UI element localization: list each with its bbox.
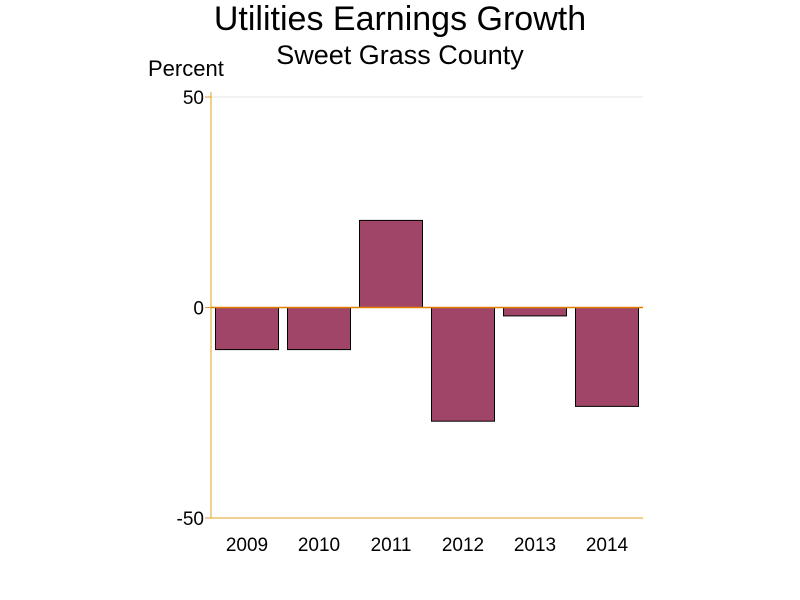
bar-2012	[431, 307, 495, 422]
bar-2009	[215, 307, 279, 351]
x-tick-label-2012: 2012	[442, 535, 484, 556]
bars	[215, 219, 639, 422]
bar-2014	[575, 307, 639, 407]
y-ticks: -50 0 50	[177, 88, 211, 530]
bar-2011	[359, 219, 423, 308]
x-tick-label-2014: 2014	[586, 535, 629, 556]
bar-2010	[287, 307, 351, 351]
y-tick-label: 0	[193, 299, 204, 320]
x-tick-label-2009: 2009	[226, 535, 268, 556]
x-tick-label-2011: 2011	[371, 535, 412, 556]
y-tick-label: -50	[177, 509, 204, 530]
bar-2013	[503, 307, 567, 317]
chart-subtitle: Sweet Grass County	[276, 40, 524, 70]
chart-title: Utilities Earnings Growth	[213, 0, 587, 38]
axes	[210, 92, 643, 519]
y-axis-label: Percent	[148, 56, 224, 81]
x-tick-label-2010: 2010	[298, 535, 340, 556]
x-tick-label-2013: 2013	[514, 535, 556, 556]
y-tick-label: 50	[183, 88, 204, 109]
x-ticks: 2009 2010 2011 2012 2013 2014	[226, 535, 629, 556]
